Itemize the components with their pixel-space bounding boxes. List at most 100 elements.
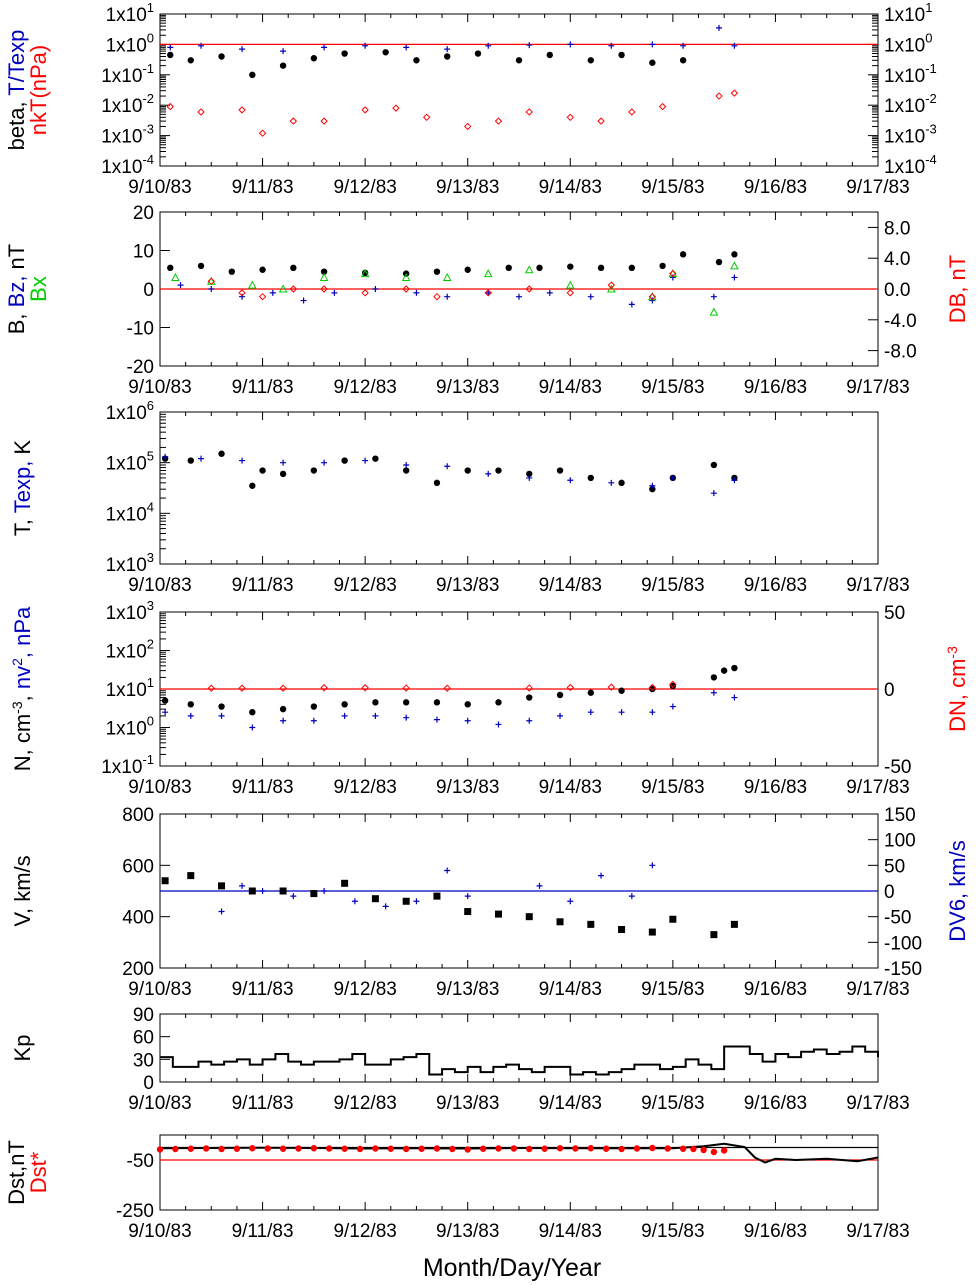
y-tick-label: 8.0: [884, 218, 910, 239]
x-tick-label: 9/11/83: [232, 1093, 294, 1114]
x-tick-label: 9/15/83: [641, 1093, 704, 1114]
data-point-bx: [524, 265, 534, 274]
y-tick-label: -8.0: [884, 342, 917, 363]
y-axis-label-right: DN, cm-3: [944, 646, 970, 732]
data-point-ttexp: [485, 42, 492, 49]
data-point-dst: [402, 1145, 410, 1153]
data-point-dn: [279, 684, 287, 692]
data-point-db: [525, 285, 533, 293]
data-point-beta: [618, 51, 625, 59]
y-tick-label: 150: [884, 805, 916, 826]
x-tick-label: 9/14/83: [539, 979, 602, 1000]
data-point-dst: [664, 1145, 671, 1152]
data-point-db: [361, 289, 369, 297]
data-point-db: [402, 285, 410, 293]
data-point-nv2: [731, 694, 738, 701]
data-point-bz: [628, 301, 635, 308]
data-point-texp: [444, 463, 451, 470]
data-point-nkt: [494, 117, 503, 125]
data-point-bz: [239, 293, 246, 300]
data-point-t: [218, 450, 225, 457]
y-tick-label: -150: [884, 959, 922, 980]
data-point-ttexp: [680, 42, 687, 49]
y-tick-label: 1x10-1: [884, 61, 937, 87]
x-tick-label: 9/16/83: [744, 1221, 807, 1242]
data-point-db: [669, 269, 677, 278]
data-point-beta: [279, 62, 287, 69]
data-point-t: [433, 479, 441, 487]
y-axis-label-left: Dst,nT: [4, 1140, 29, 1205]
data-point-nkt: [566, 113, 574, 122]
data-point-dst: [526, 1145, 533, 1153]
x-tick-label: 9/17/83: [846, 777, 909, 798]
data-point-dst: [541, 1145, 548, 1152]
x-tick-label: 9/16/83: [744, 177, 807, 198]
data-point-n: [372, 699, 379, 706]
y-tick-label: -50: [127, 1151, 154, 1172]
y-tick-label: 1x10-4: [884, 152, 937, 178]
y-axis-label-left-2: nkT(nPa): [26, 45, 51, 135]
data-point-nv2: [587, 709, 594, 716]
data-point-beta: [546, 51, 553, 59]
y-tick-label: 1x10-4: [101, 152, 154, 178]
data-point-b: [715, 258, 723, 266]
data-point-nv2: [341, 712, 348, 719]
data-point-beta: [649, 59, 656, 66]
y-tick-label: 1x100: [106, 30, 154, 56]
data-point-b: [731, 251, 738, 258]
data-point-dst: [187, 1145, 194, 1152]
x-tick-label: 9/10/83: [128, 979, 191, 1000]
data-point-v: [402, 897, 410, 905]
data-point-texp: [362, 457, 369, 464]
x-tick-label: 9/16/83: [744, 777, 807, 798]
data-point-n: [618, 687, 625, 694]
data-point-dst: [618, 1145, 625, 1153]
data-point-dn: [607, 683, 616, 691]
data-point-bx: [442, 272, 452, 281]
data-point-dst: [700, 1146, 707, 1154]
data-point-ttexp: [403, 44, 410, 51]
y-tick-label: 400: [122, 908, 154, 929]
x-tick-label: 9/13/83: [436, 177, 499, 198]
data-point-bz: [731, 274, 738, 281]
y-tick-label: 1x10-3: [884, 122, 937, 148]
x-tick-label: 9/15/83: [641, 979, 704, 1000]
data-point-v: [618, 926, 626, 933]
data-point-b: [320, 268, 328, 275]
data-point-t: [526, 470, 533, 478]
data-point-dst: [326, 1145, 333, 1152]
data-point-nkt: [658, 102, 667, 111]
data-point-dst: [649, 1144, 656, 1152]
data-point-bx: [278, 284, 288, 293]
data-point-bz: [331, 289, 338, 296]
data-point-b: [567, 263, 574, 270]
y-tick-label: -50: [884, 757, 911, 778]
data-point-dst: [295, 1145, 302, 1152]
data-point-bx: [483, 269, 493, 278]
x-tick-label: 9/12/83: [333, 1221, 396, 1242]
data-point-bz: [669, 274, 676, 281]
y-axis-label-left: beta, T/Texp: [4, 30, 29, 151]
data-point-dst: [279, 1145, 287, 1152]
data-point-beta: [474, 50, 482, 57]
data-point-b: [197, 262, 205, 270]
x-tick-label: 9/12/83: [333, 979, 396, 1000]
data-point-v: [310, 890, 318, 898]
data-point-bx: [401, 272, 411, 281]
data-point-t: [259, 467, 266, 474]
data-point-t: [249, 482, 256, 489]
data-point-bz: [546, 289, 553, 296]
data-point-bz: [177, 282, 184, 289]
x-tick-label: 9/13/83: [436, 1221, 499, 1242]
y-axis-label-left: V, km/s: [10, 855, 35, 926]
data-point-beta: [444, 53, 451, 60]
y-tick-label: 30: [133, 1050, 154, 1071]
data-point-n: [310, 703, 318, 710]
data-point-nv2: [464, 717, 471, 724]
y-tick-label: 0: [884, 680, 895, 701]
data-point-ttexp: [731, 42, 738, 49]
data-point-n: [649, 685, 656, 693]
data-point-dst: [264, 1145, 271, 1152]
data-point-texp: [608, 479, 615, 486]
y-axis-label-left: T, Texp, K: [10, 440, 35, 537]
